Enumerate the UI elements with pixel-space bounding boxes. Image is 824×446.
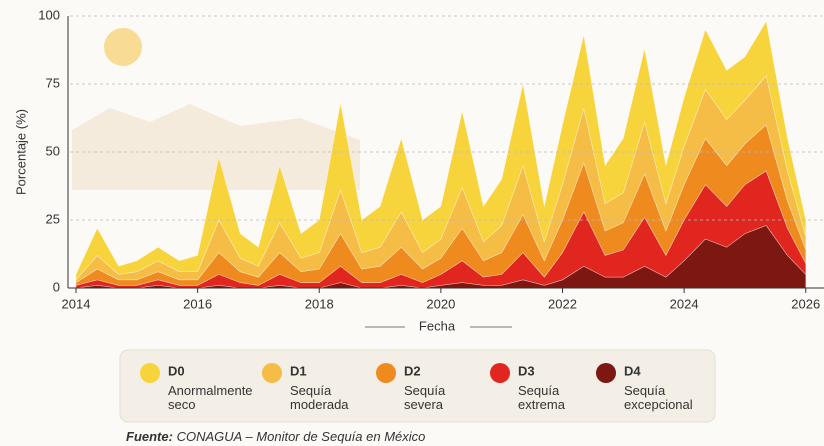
legend-description: Sequía excepcional — [624, 383, 693, 412]
y-tick-label: 75 — [46, 75, 60, 90]
x-tick-label: 2026 — [791, 296, 820, 311]
legend-description-line: Anormalmente — [168, 383, 253, 398]
x-tick-label: 2018 — [305, 296, 334, 311]
y-tick-label: 100 — [38, 7, 60, 22]
source-text: CONAGUA – Monitor de Sequía en México — [177, 429, 426, 444]
legend-description-line: Sequía — [404, 383, 446, 398]
legend-swatch — [490, 363, 510, 383]
y-axis-label: Porcentaje (%) — [13, 109, 28, 195]
x-axis-label: Fecha — [419, 318, 456, 333]
legend-name: D4 — [624, 363, 641, 378]
legend-description: Sequía moderada — [290, 383, 349, 412]
sun-decoration — [104, 28, 142, 66]
source-label: Fuente: — [126, 429, 173, 444]
legend-name: D0 — [168, 363, 185, 378]
y-tick-label: 0 — [53, 279, 60, 294]
mountain-decoration — [72, 104, 360, 190]
legend-description-line: extrema — [518, 397, 566, 412]
y-tick-label: 25 — [46, 211, 60, 226]
legend-description-line: seco — [168, 397, 195, 412]
y-tick-label: 50 — [46, 143, 60, 158]
legend-swatch — [596, 363, 616, 383]
x-tick-label: 2020 — [426, 296, 455, 311]
legend-name: D1 — [290, 363, 307, 378]
legend-description: Sequía extrema — [518, 383, 566, 412]
legend-name: D2 — [404, 363, 421, 378]
legend-description-line: severa — [404, 397, 444, 412]
legend-swatch — [376, 363, 396, 383]
legend-description-line: moderada — [290, 397, 349, 412]
x-tick-label: 2014 — [62, 296, 91, 311]
legend-name: D3 — [518, 363, 535, 378]
x-tick-label: 2022 — [548, 296, 577, 311]
legend-swatch — [262, 363, 282, 383]
legend-description: Sequía severa — [404, 383, 446, 412]
area — [75, 20, 807, 281]
legend-description-line: Sequía — [624, 383, 666, 398]
legend-description-line: Sequía — [290, 383, 332, 398]
source-note: Fuente: CONAGUA – Monitor de Sequía en M… — [126, 429, 425, 444]
legend-description-line: Sequía — [518, 383, 560, 398]
legend-description-line: excepcional — [624, 397, 693, 412]
legend-swatch — [140, 363, 160, 383]
x-tick-label: 2024 — [670, 296, 699, 311]
x-tick-label: 2016 — [183, 296, 212, 311]
legend-description: Anormalmente seco — [168, 383, 253, 412]
